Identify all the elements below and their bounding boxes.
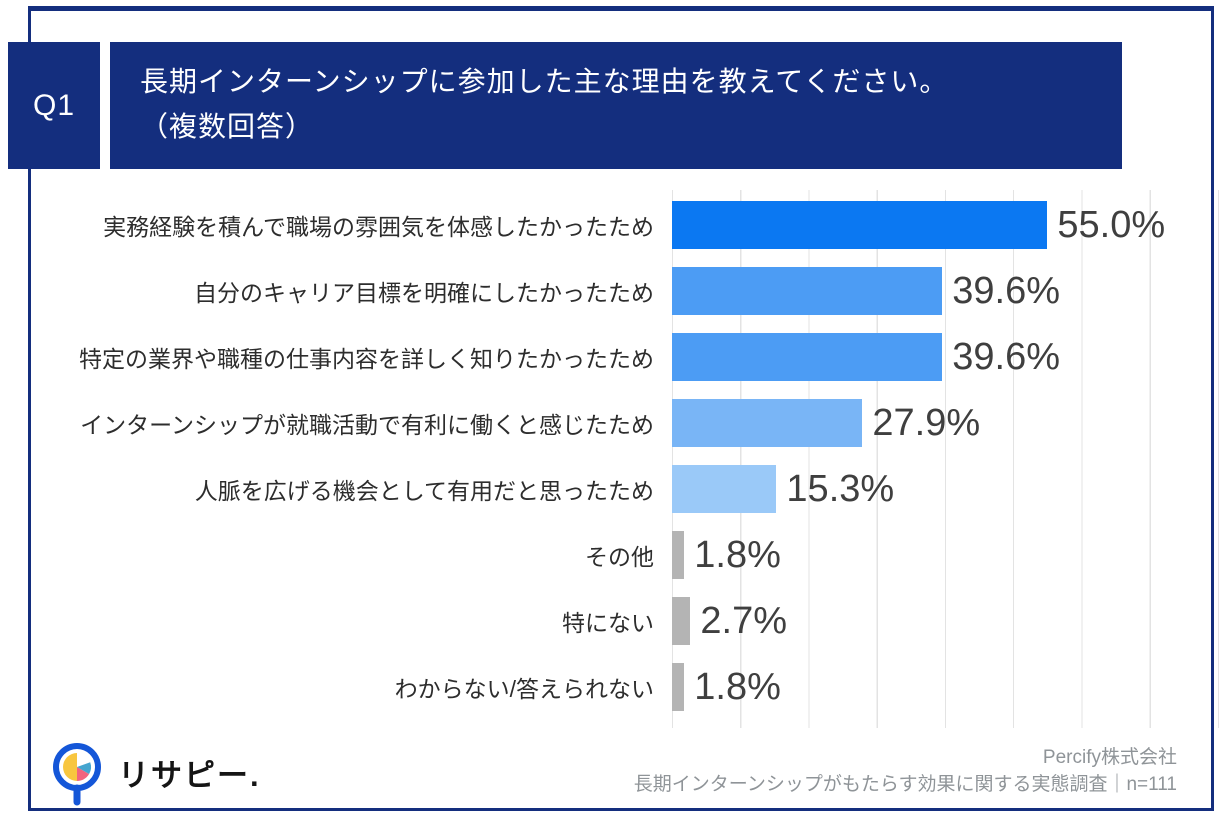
value-label: 15.3% bbox=[786, 467, 895, 510]
value-label: 39.6% bbox=[952, 335, 1061, 378]
question-number-badge: Q1 bbox=[8, 42, 100, 169]
category-label: 自分のキャリア目標を明確にしたかったため bbox=[194, 280, 654, 306]
category-label: インターンシップが就職活動で有利に働くと感じたため bbox=[80, 412, 654, 438]
value-label: 2.7% bbox=[700, 599, 788, 642]
chart-row: 特定の業界や職種の仕事内容を詳しく知りたかったため 39.6% bbox=[0, 324, 1219, 390]
bar-track: 15.3% bbox=[672, 456, 1219, 522]
bar-track: 55.0% bbox=[672, 192, 1219, 258]
bar bbox=[672, 267, 943, 315]
chart-row: 人脈を広げる機会として有用だと思ったため 15.3% bbox=[0, 456, 1219, 522]
bar-track: 39.6% bbox=[672, 324, 1219, 390]
bar bbox=[672, 597, 691, 645]
chart-row: その他 1.8% bbox=[0, 522, 1219, 588]
bar-chart: 実務経験を積んで職場の雰囲気を体感したかったため 55.0% 自分のキャリア目標を明… bbox=[0, 192, 1219, 720]
source-survey: 長期インターンシップがもたらす効果に関する実態調査｜n=111 bbox=[633, 774, 1177, 795]
question-title-box: 長期インターンシップに参加した主な理由を教えてください。 （複数回答） bbox=[110, 42, 1122, 169]
value-label: 55.0% bbox=[1057, 203, 1166, 246]
bar bbox=[672, 465, 777, 513]
risapi-logo-icon bbox=[53, 743, 101, 806]
bar-track: 39.6% bbox=[672, 258, 1219, 324]
chart-row: わからない/答えられない 1.8% bbox=[0, 654, 1219, 720]
value-label: 27.9% bbox=[872, 401, 981, 444]
category-label: その他 bbox=[585, 544, 654, 570]
chart-row: 実務経験を積んで職場の雰囲気を体感したかったため 55.0% bbox=[0, 192, 1219, 258]
category-label: 特にない bbox=[562, 610, 654, 636]
bar-track: 2.7% bbox=[672, 588, 1219, 654]
source-company: Percify株式会社 bbox=[1042, 747, 1177, 768]
category-label: 特定の業界や職種の仕事内容を詳しく知りたかったため bbox=[79, 346, 654, 372]
bar bbox=[672, 399, 863, 447]
value-label: 1.8% bbox=[694, 533, 781, 576]
category-label: 人脈を広げる機会として有用だと思ったため bbox=[194, 478, 654, 504]
bar bbox=[672, 663, 685, 711]
question-title-line2: （複数回答） bbox=[140, 111, 315, 142]
category-label: 実務経験を積んで職場の雰囲気を体感したかったため bbox=[103, 214, 654, 240]
bar bbox=[672, 531, 685, 579]
chart-row: 特にない 2.7% bbox=[0, 588, 1219, 654]
value-label: 1.8% bbox=[694, 665, 781, 708]
bar bbox=[672, 333, 943, 381]
category-label: わからない/答えられない bbox=[394, 676, 654, 702]
bar-track: 1.8% bbox=[672, 522, 1219, 588]
bar-track: 1.8% bbox=[672, 654, 1219, 720]
source-attribution: Percify株式会社 長期インターンシップがもたらす効果に関する実態調査｜n=… bbox=[634, 744, 1177, 798]
bar-track: 27.9% bbox=[672, 390, 1219, 456]
chart-row: インターンシップが就職活動で有利に働くと感じたため 27.9% bbox=[0, 390, 1219, 456]
question-title-line1: 長期インターンシップに参加した主な理由を教えてください。 bbox=[140, 66, 949, 97]
chart-row: 自分のキャリア目標を明確にしたかったため 39.6% bbox=[0, 258, 1219, 324]
question-number-label: Q1 bbox=[32, 88, 76, 122]
bar bbox=[672, 201, 1048, 249]
value-label: 39.6% bbox=[952, 269, 1061, 312]
risapi-logo-text: リサピー. bbox=[118, 758, 261, 793]
